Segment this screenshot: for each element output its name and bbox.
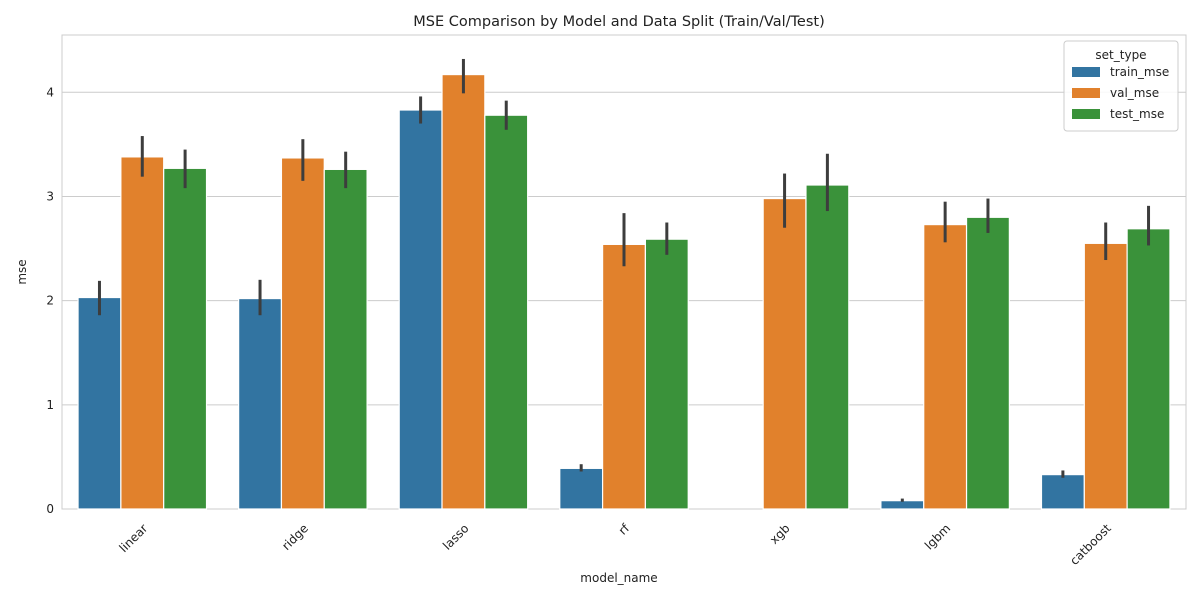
y-tick-label: 3: [46, 189, 54, 203]
bar-val_mse-catboost: [1083, 242, 1128, 510]
bar-train_mse-ridge: [238, 297, 283, 510]
bar-test_mse-ridge: [323, 168, 368, 510]
bar-val_mse-xgb: [762, 197, 807, 510]
bar-test_mse-lasso: [484, 114, 529, 510]
legend-label-train_mse: train_mse: [1110, 65, 1169, 79]
x-tick-label: lasso: [440, 521, 471, 552]
x-axis-label: model_name: [580, 571, 657, 585]
legend-label-val_mse: val_mse: [1110, 86, 1159, 100]
legend-swatch-train_mse: [1072, 67, 1100, 77]
x-tick-label: lgbm: [922, 521, 953, 552]
bar-test_mse-xgb: [805, 184, 850, 510]
x-tick-label: linear: [116, 521, 150, 555]
bar-val_mse-lasso: [441, 73, 486, 510]
legend-label-test_mse: test_mse: [1110, 107, 1164, 121]
y-tick-label: 2: [46, 294, 54, 308]
legend: set_type train_mse val_mse test_mse: [1063, 40, 1179, 132]
bar-val_mse-lgbm: [923, 224, 968, 510]
bar-test_mse-lgbm: [965, 216, 1010, 510]
bar-train_mse-lasso: [398, 109, 443, 510]
bar-val_mse-linear: [120, 156, 165, 510]
bar-val_mse-ridge: [280, 157, 325, 510]
y-tick-label: 0: [46, 502, 54, 516]
bars-layer: [77, 73, 1171, 510]
x-tick-label: catboost: [1067, 521, 1114, 568]
x-axis-ticks: linear ridge lasso rf xgb lgbm catboost: [116, 521, 1114, 568]
y-axis-label: mse: [15, 259, 29, 284]
y-tick-label: 1: [46, 398, 54, 412]
bar-test_mse-catboost: [1126, 228, 1171, 510]
legend-items: train_mse val_mse test_mse: [1072, 65, 1169, 121]
bar-train_mse-catboost: [1040, 474, 1085, 510]
bar-train_mse-lgbm: [880, 500, 925, 510]
x-tick-label: ridge: [279, 521, 311, 553]
bar-train_mse-rf: [559, 467, 604, 510]
y-axis-ticks: 0 1 2 3 4: [46, 85, 54, 516]
chart-title: MSE Comparison by Model and Data Split (…: [413, 14, 824, 30]
legend-box: [1063, 40, 1179, 132]
x-tick-label: xgb: [767, 521, 793, 547]
legend-swatch-val_mse: [1072, 88, 1100, 98]
legend-title: set_type: [1095, 48, 1146, 62]
bar-test_mse-linear: [163, 167, 208, 510]
bar-train_mse-linear: [77, 296, 122, 510]
x-tick-label: rf: [616, 521, 633, 538]
error-bars-layer: [97, 58, 1151, 502]
bar-test_mse-rf: [644, 238, 689, 510]
legend-swatch-test_mse: [1072, 109, 1100, 119]
y-tick-label: 4: [46, 85, 54, 99]
bar-val_mse-rf: [601, 243, 647, 510]
